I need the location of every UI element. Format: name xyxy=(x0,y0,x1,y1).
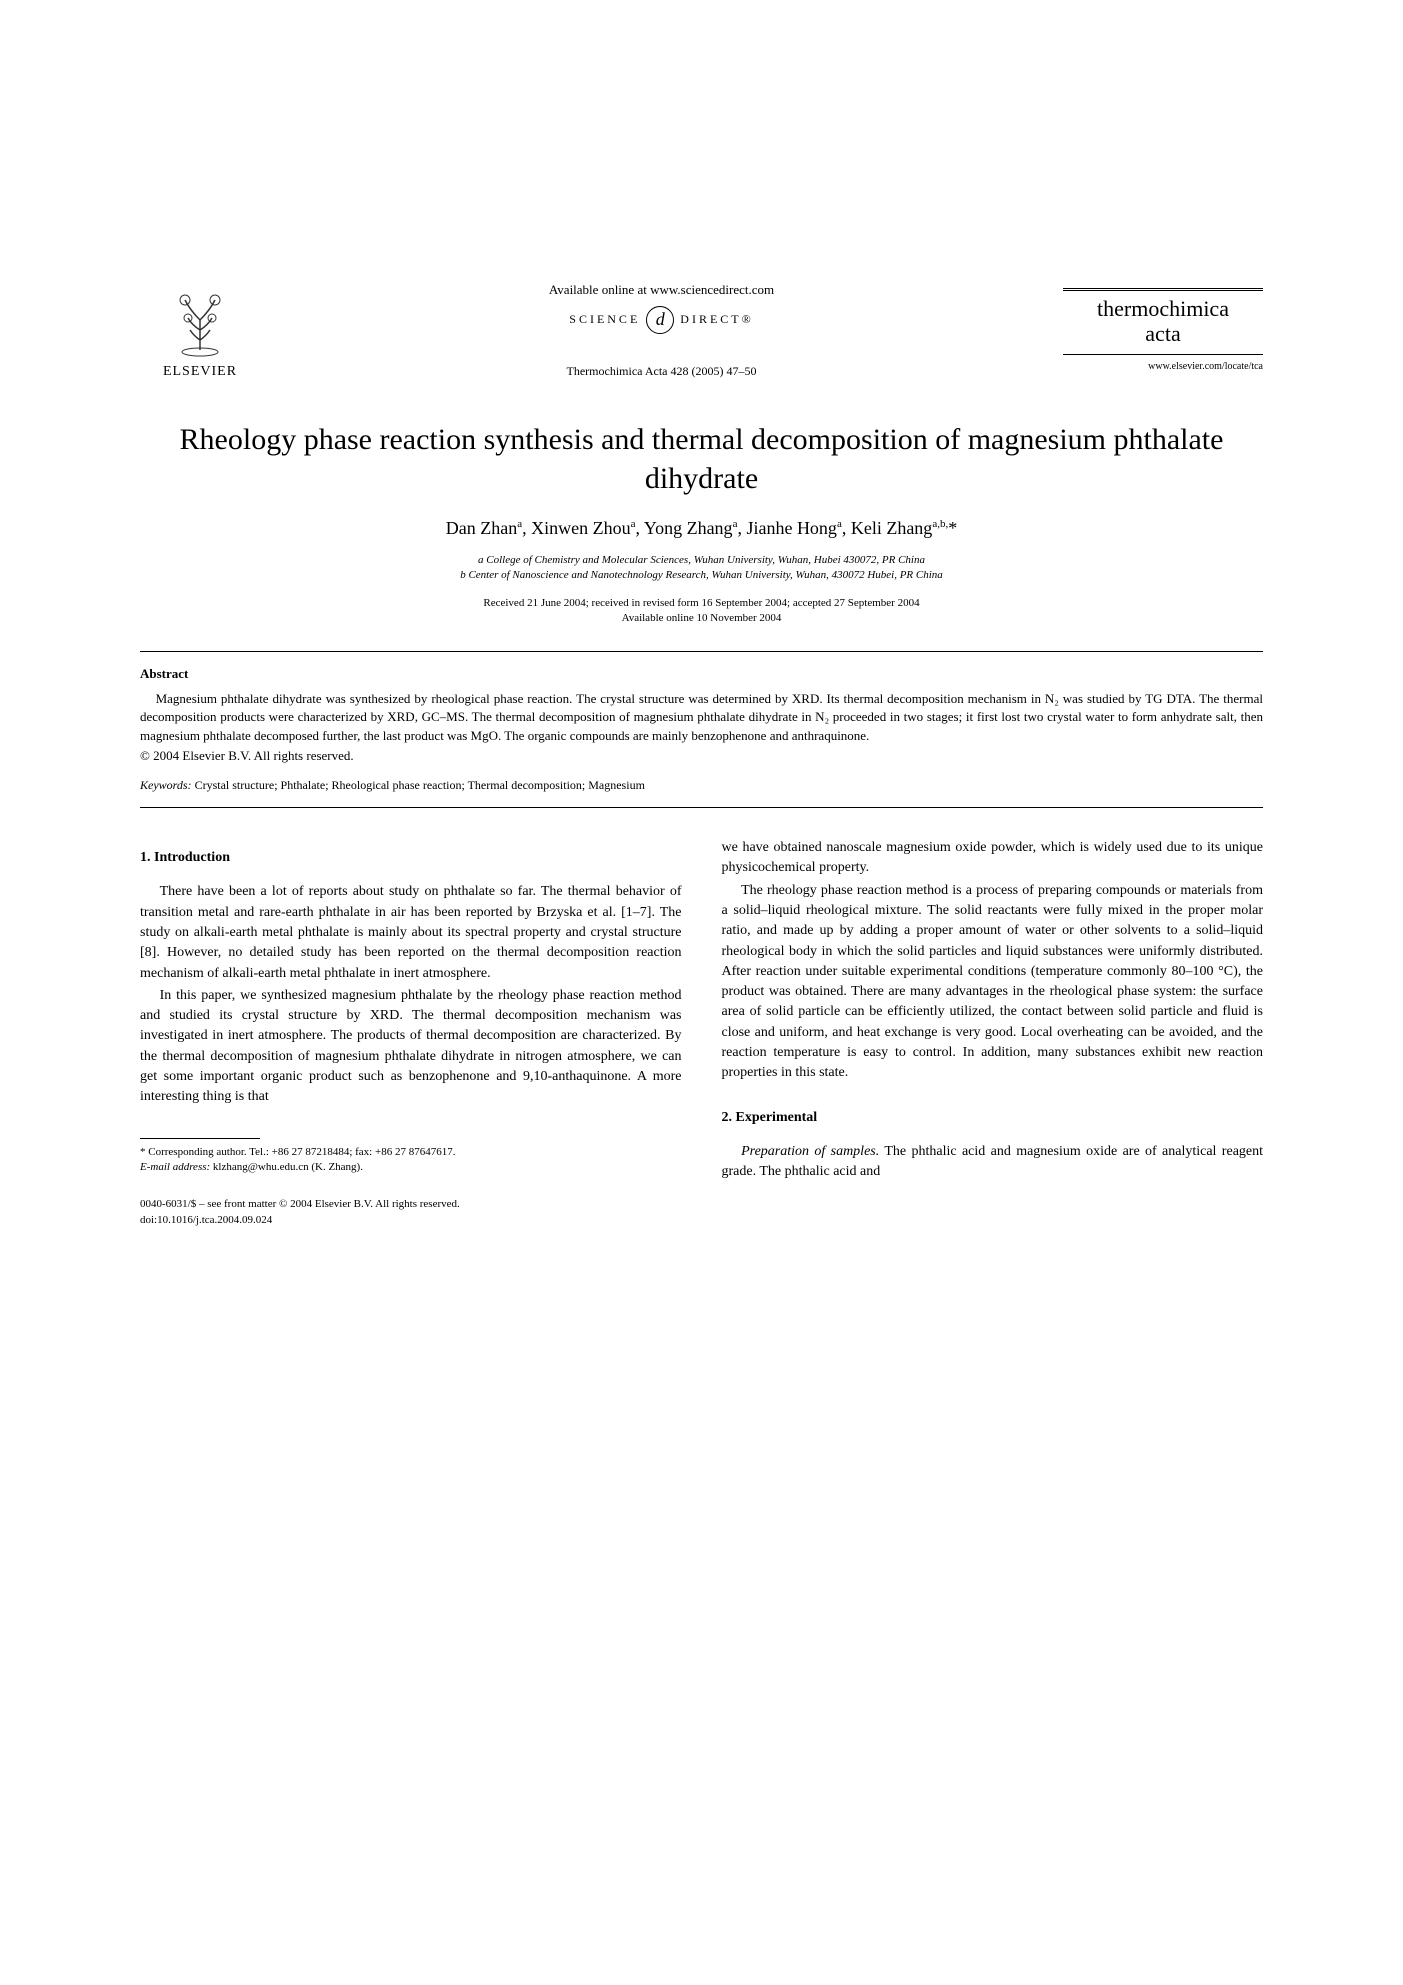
intro-heading: 1. Introduction xyxy=(140,848,682,868)
article-title: Rheology phase reaction synthesis and th… xyxy=(140,420,1263,498)
corresponding-line: * Corresponding author. Tel.: +86 27 872… xyxy=(140,1145,682,1160)
article-dates: Received 21 June 2004; received in revis… xyxy=(140,596,1263,627)
body-columns: 1. Introduction There have been a lot of… xyxy=(140,838,1263,1228)
dates-online: Available online 10 November 2004 xyxy=(140,611,1263,626)
intro-para-2: In this paper, we synthesized magnesium … xyxy=(140,986,682,1108)
journal-url: www.elsevier.com/locate/tca xyxy=(1063,361,1263,372)
sd-d-icon: d xyxy=(646,306,674,334)
keywords-text: Crystal structure; Phthalate; Rheologica… xyxy=(195,778,645,792)
available-online-text: Available online at www.sciencedirect.co… xyxy=(549,282,774,298)
dates-received: Received 21 June 2004; received in revis… xyxy=(140,596,1263,611)
journal-title-line1: thermochimica xyxy=(1063,297,1263,321)
rule-above-abstract xyxy=(140,651,1263,652)
keywords-label: Keywords: xyxy=(140,778,192,792)
corresponding-author-footnote: * Corresponding author. Tel.: +86 27 872… xyxy=(140,1145,682,1176)
sd-left: SCIENCE xyxy=(569,312,640,327)
col2-para-2: The rheology phase reaction method is a … xyxy=(722,881,1264,1084)
abstract-copyright: © 2004 Elsevier B.V. All rights reserved… xyxy=(140,748,1263,764)
authors-list: Dan Zhana, Xinwen Zhoua, Yong Zhanga, Ji… xyxy=(140,518,1263,539)
right-column: we have obtained nanoscale magnesium oxi… xyxy=(722,838,1264,1228)
front-matter-line: 0040-6031/$ – see front matter © 2004 El… xyxy=(140,1197,682,1212)
experimental-heading: 2. Experimental xyxy=(722,1108,1264,1128)
intro-para-1: There have been a lot of reports about s… xyxy=(140,882,682,983)
left-column: 1. Introduction There have been a lot of… xyxy=(140,838,682,1228)
publisher-block: ELSEVIER xyxy=(140,280,260,380)
publisher-name: ELSEVIER xyxy=(163,364,237,380)
rule-below-keywords xyxy=(140,807,1263,808)
page-header: ELSEVIER Available online at www.science… xyxy=(140,280,1263,380)
abstract-body: Magnesium phthalate dihydrate was synthe… xyxy=(140,690,1263,747)
email-label: E-mail address: xyxy=(140,1161,210,1173)
center-header: Available online at www.sciencedirect.co… xyxy=(260,282,1063,379)
journal-block: thermochimica acta www.elsevier.com/loca… xyxy=(1063,288,1263,371)
footnote-rule xyxy=(140,1138,260,1139)
bottom-meta: 0040-6031/$ – see front matter © 2004 El… xyxy=(140,1197,682,1228)
abstract-text: Magnesium phthalate dihydrate was synthe… xyxy=(140,690,1263,747)
email-value: klzhang@whu.edu.cn (K. Zhang). xyxy=(213,1161,363,1173)
citation-text: Thermochimica Acta 428 (2005) 47–50 xyxy=(567,364,757,379)
keywords-line: Keywords: Crystal structure; Phthalate; … xyxy=(140,778,1263,793)
affiliation-b: b Center of Nanoscience and Nanotechnolo… xyxy=(140,568,1263,583)
journal-title-line2: acta xyxy=(1063,322,1263,346)
col2-continuation: we have obtained nanoscale magnesium oxi… xyxy=(722,838,1264,879)
elsevier-tree-icon xyxy=(160,280,240,360)
experimental-para-1: Preparation of samples. The phthalic aci… xyxy=(722,1142,1264,1183)
sd-right: DIRECT® xyxy=(680,312,753,327)
email-line: E-mail address: klzhang@whu.edu.cn (K. Z… xyxy=(140,1160,682,1175)
affiliations: a College of Chemistry and Molecular Sci… xyxy=(140,553,1263,584)
doi-line: doi:10.1016/j.tca.2004.09.024 xyxy=(140,1213,682,1228)
journal-top-rule xyxy=(1063,288,1263,291)
sciencedirect-logo: SCIENCE d DIRECT® xyxy=(569,306,753,334)
abstract-heading: Abstract xyxy=(140,666,1263,682)
journal-bottom-rule xyxy=(1063,354,1263,355)
affiliation-a: a College of Chemistry and Molecular Sci… xyxy=(140,553,1263,568)
